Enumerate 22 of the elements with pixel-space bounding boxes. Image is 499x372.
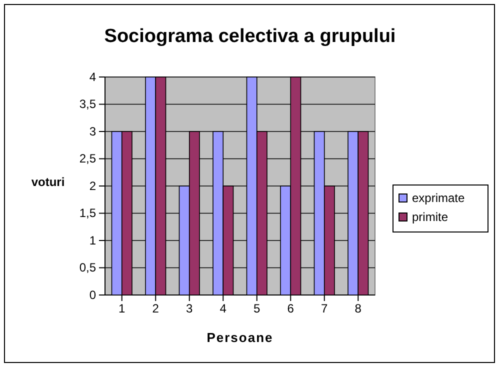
x-axis-title: Persoane bbox=[206, 330, 274, 345]
y-tick-label: 3 bbox=[89, 124, 96, 138]
y-axis-title: voturi bbox=[31, 175, 65, 189]
x-tick-label: 2 bbox=[152, 302, 160, 316]
y-tick-label: 1,5 bbox=[79, 206, 96, 220]
legend-label: primite bbox=[412, 210, 448, 224]
x-tick-label: 8 bbox=[354, 302, 362, 316]
legend-label: exprimate bbox=[412, 191, 466, 205]
y-tick-label: 2 bbox=[89, 178, 96, 193]
y-tick-label: 0 bbox=[89, 288, 96, 302]
y-tick-label: 1 bbox=[89, 233, 96, 248]
y-tick-label: 0,5 bbox=[79, 260, 96, 275]
chart-title: Sociograma celectiva a grupului bbox=[104, 26, 396, 47]
x-tick-label: 1 bbox=[118, 302, 126, 316]
y-tick-label: 2,5 bbox=[79, 152, 96, 166]
x-tick-label: 6 bbox=[287, 302, 294, 316]
x-tick-label: 5 bbox=[254, 302, 261, 316]
x-tick-label: 4 bbox=[220, 302, 227, 316]
y-tick-label: 4 bbox=[89, 70, 96, 84]
x-tick-label: 7 bbox=[321, 302, 328, 316]
x-tick-label: 3 bbox=[186, 302, 194, 316]
y-tick-label: 3,5 bbox=[79, 97, 96, 112]
